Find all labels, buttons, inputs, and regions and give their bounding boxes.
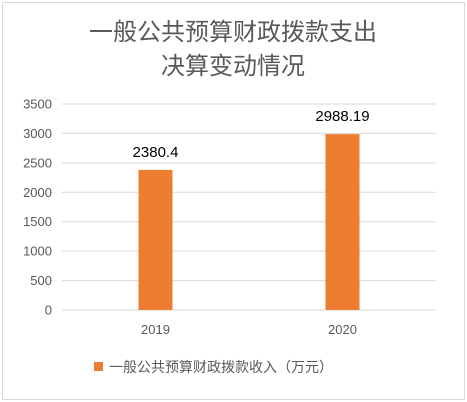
y-tick-label: 2000 xyxy=(23,185,52,200)
legend-label: 一般公共预算财政拨款收入（万元） xyxy=(109,360,333,376)
y-tick-label: 3000 xyxy=(23,126,52,141)
data-label-2019: 2380.4 xyxy=(133,144,179,161)
bar-2020 xyxy=(325,134,360,310)
y-tick-label: 500 xyxy=(30,273,52,288)
y-tick-label: 1500 xyxy=(23,214,52,229)
y-tick-label: 1000 xyxy=(23,244,52,259)
y-tick-label: 3500 xyxy=(23,97,52,112)
legend: 一般公共预算财政拨款收入（万元） xyxy=(94,360,333,376)
bar-2019 xyxy=(138,169,173,310)
data-labels: 2380.4 2988.19 xyxy=(133,108,370,161)
x-tick-label-2019: 2019 xyxy=(141,322,170,337)
x-tick-label-2020: 2020 xyxy=(328,322,357,337)
y-axis-tick-labels: 0 500 1000 1500 2000 2500 3000 3500 xyxy=(23,97,52,318)
y-tick-label: 0 xyxy=(45,303,52,318)
chart-title-line-2: 决算变动情况 xyxy=(161,52,305,80)
x-axis-tick-labels: 2019 2020 xyxy=(141,322,357,337)
legend-swatch xyxy=(94,362,103,371)
y-tick-label: 2500 xyxy=(23,155,52,170)
data-label-2020: 2988.19 xyxy=(315,108,369,125)
chart-title-line-1: 一般公共预算财政拨款支出 xyxy=(89,18,377,46)
bars xyxy=(138,134,360,310)
gridlines xyxy=(62,103,436,311)
